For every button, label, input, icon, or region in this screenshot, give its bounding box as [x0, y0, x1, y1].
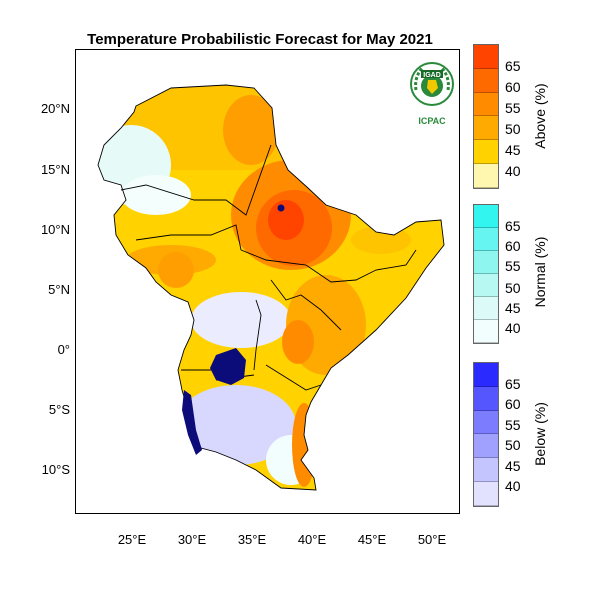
lat-label-0: 0°	[57, 342, 70, 357]
legend-below-swatch-2	[474, 410, 498, 435]
igad-icpac-logo: IGAD ICPAC	[408, 60, 456, 128]
lat-label-5s: 5°S	[48, 402, 70, 417]
normal-tick-65: 65	[505, 218, 521, 234]
legend-below-swatch-5	[474, 482, 498, 506]
logo-bottom-text: ICPAC	[418, 116, 446, 126]
lon-label-50e: 50°E	[417, 532, 447, 547]
map-frame	[75, 49, 460, 514]
legend-normal-swatch-2	[474, 251, 498, 274]
normal-tick-60: 60	[505, 238, 521, 254]
legend-below-label: Below (%)	[532, 402, 548, 466]
below-tick-55: 55	[505, 417, 521, 433]
laurel-globe-icon: IGAD ICPAC	[410, 62, 454, 126]
legend-above-label: Above (%)	[532, 83, 548, 149]
legend-below-swatch-4	[474, 458, 498, 483]
lon-label-25e: 25°E	[117, 532, 147, 547]
lat-label-10n: 10°N	[40, 222, 70, 237]
legend-below-colorbar	[473, 362, 499, 507]
above-tick-60: 60	[505, 79, 521, 95]
normal-tick-50: 50	[505, 280, 521, 296]
lon-label-35e: 35°E	[237, 532, 267, 547]
lat-label-5n: 5°N	[48, 282, 70, 297]
legend-normal-label: Normal (%)	[532, 236, 548, 308]
normal-tick-45: 45	[505, 300, 521, 316]
legend-below-swatch-1	[474, 386, 498, 411]
legend-above-swatch-1	[474, 68, 498, 93]
legend-below-swatch-0	[474, 363, 498, 387]
legend-above-swatch-0	[474, 45, 498, 69]
below-tick-60: 60	[505, 396, 521, 412]
normal-tick-55: 55	[505, 258, 521, 274]
legend-normal-swatch-1	[474, 228, 498, 251]
lon-label-40e: 40°E	[297, 532, 327, 547]
legend-below-swatch-3	[474, 434, 498, 459]
lat-label-20n: 20°N	[40, 101, 70, 116]
lakes	[182, 204, 285, 455]
lat-label-10s: 10°S	[41, 462, 70, 477]
legend-normal-swatch-3	[474, 274, 498, 297]
below-tick-45: 45	[505, 458, 521, 474]
above-tick-45: 45	[505, 142, 521, 158]
lon-label-45e: 45°E	[357, 532, 387, 547]
legend-normal-swatch-0	[474, 205, 498, 228]
legend-normal-colorbar	[473, 204, 499, 344]
map-title: Temperature Probabilistic Forecast for M…	[87, 31, 433, 48]
below-tick-50: 50	[505, 437, 521, 453]
legend-above-swatch-4	[474, 140, 498, 165]
legend-normal-swatch-5	[474, 320, 498, 343]
forecast-map	[97, 84, 445, 491]
above-tick-50: 50	[505, 121, 521, 137]
legend-above-swatch-2	[474, 92, 498, 117]
logo-top-text: IGAD	[423, 72, 441, 79]
above-tick-40: 40	[505, 163, 521, 179]
lat-label-15n: 15°N	[40, 162, 70, 177]
lon-label-30e: 30°E	[177, 532, 207, 547]
legend-above-swatch-3	[474, 116, 498, 141]
normal-tick-40: 40	[505, 320, 521, 336]
legend-normal-swatch-4	[474, 297, 498, 320]
legend-above-swatch-5	[474, 164, 498, 188]
above-tick-55: 55	[505, 100, 521, 116]
below-tick-40: 40	[505, 478, 521, 494]
below-tick-65: 65	[505, 376, 521, 392]
country-borders	[97, 84, 445, 491]
above-tick-65: 65	[505, 58, 521, 74]
legend-above-colorbar	[473, 44, 499, 189]
forecast-fill	[98, 85, 444, 490]
